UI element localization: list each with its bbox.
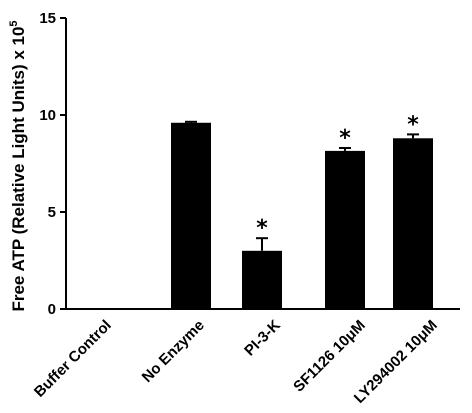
category-label: PI-3-K: [241, 317, 284, 360]
category-label: SF1126 10μM: [290, 317, 369, 396]
bars: * * *: [171, 112, 433, 309]
bar: [393, 138, 433, 309]
bar: [325, 150, 365, 309]
y-tick-label: 5: [48, 204, 56, 221]
y-tick-label: 0: [48, 301, 56, 318]
bar: [242, 250, 282, 309]
significance-star: *: [407, 112, 419, 137]
y-axis-title: Free ATP (Relative Light Units) x 105: [8, 20, 28, 311]
y-tick-label: 15: [39, 10, 56, 27]
significance-star: *: [339, 126, 351, 151]
significance-star: *: [256, 216, 268, 241]
y-axis-ticks: 0 5 10 15: [39, 10, 66, 318]
category-label: Buffer Control: [31, 317, 115, 401]
category-labels: Buffer Control No Enzyme PI-3-K SF1126 10μM…: [31, 317, 441, 407]
bar: [171, 122, 211, 309]
y-tick-label: 10: [39, 107, 56, 124]
category-label: No Enzyme: [139, 317, 208, 386]
